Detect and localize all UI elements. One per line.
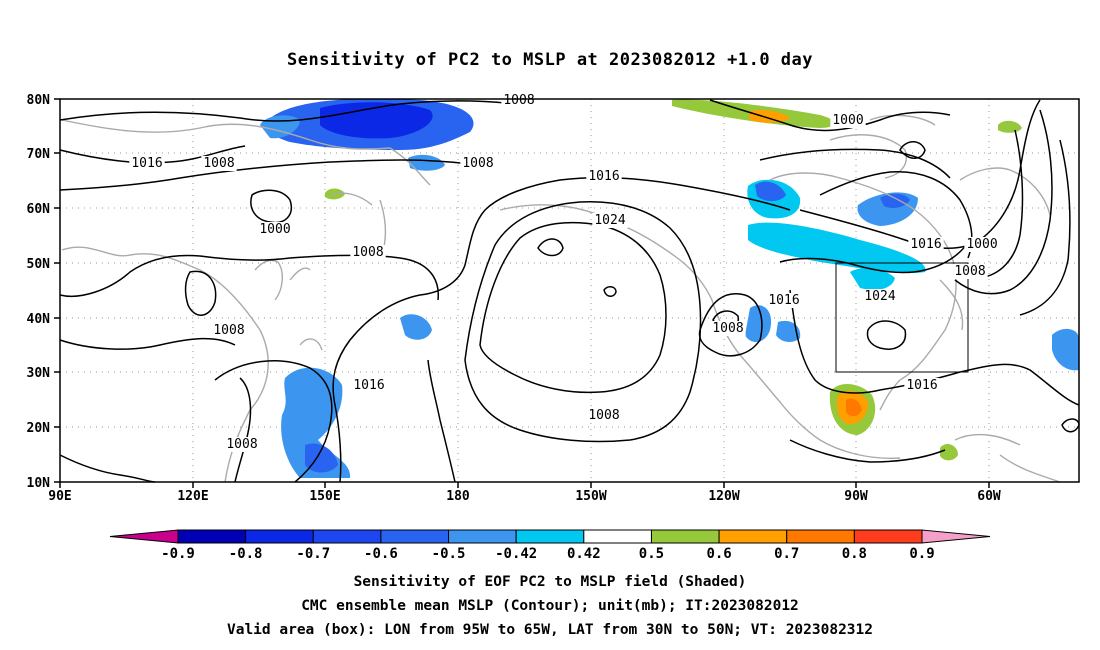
shade-negative-bering [408, 154, 445, 171]
shade-strong-negative-arctic [320, 102, 433, 139]
contour-label: 1008 [712, 321, 743, 336]
lat-label: 70N [27, 147, 51, 162]
colorbar-label: -0.9 [161, 546, 195, 562]
valid-area-box [835, 262, 969, 373]
lat-label: 80N [27, 93, 51, 108]
shade-negative-pacnw [745, 305, 772, 342]
shade-positive-greenland [998, 120, 1022, 133]
contour-label: 1016 [353, 378, 384, 393]
contour-label: 1008 [462, 156, 493, 171]
contour-label: 1024 [864, 289, 895, 304]
colorbar-segment [312, 529, 382, 544]
lat-label: 30N [27, 366, 51, 381]
colorbar-label: 0.7 [774, 546, 799, 562]
colorbar-segment [718, 529, 788, 544]
shade-negative-box [850, 268, 895, 290]
coastlines [61, 114, 1061, 483]
colorbar-end-right [921, 529, 991, 544]
caption-line-1: Sensitivity of EOF PC2 to MSLP field (Sh… [353, 574, 747, 590]
map-frame [59, 98, 1080, 483]
shade-negative-west-us [776, 320, 801, 342]
lon-label: 90E [48, 489, 71, 504]
colorbar-label: 0.9 [909, 546, 934, 562]
colorbar-segment [583, 529, 652, 544]
colorbar-label: -0.8 [229, 546, 263, 562]
contour-label: 1000 [259, 222, 290, 237]
colorbar-label: 0.5 [639, 546, 664, 562]
colorbar-segment [786, 529, 855, 544]
contour-label: 1000 [832, 113, 863, 128]
contour-label: 1008 [503, 93, 534, 108]
shade-negative-atlantic [1052, 328, 1079, 371]
colorbar-end-left [109, 529, 179, 544]
lon-label: 60W [977, 489, 1001, 504]
caption-line-2: CMC ensemble mean MSLP (Contour); unit(m… [301, 598, 799, 614]
shade-strong-negative-westpac [305, 443, 338, 473]
colorbar-segment [853, 529, 923, 544]
lat-label: 20N [27, 421, 51, 436]
lon-label: 150E [309, 489, 340, 504]
colorbar-label: 0.6 [706, 546, 731, 562]
lat-label: 40N [27, 312, 51, 327]
contour-label: 1016 [588, 169, 619, 184]
lon-label: 150W [575, 489, 606, 504]
colorbar-segment [650, 529, 720, 544]
contour-label: 1000 [966, 237, 997, 252]
colorbar-segment [448, 529, 517, 544]
contour-label: 1016 [131, 156, 162, 171]
colorbar-label: -0.42 [495, 546, 537, 562]
shade-negative-alaska-core [755, 181, 786, 202]
colorbar-label: -0.7 [296, 546, 330, 562]
shade-strong-negative-hudson [880, 193, 910, 208]
contour-label: 1008 [226, 437, 257, 452]
colorbar-segment [245, 529, 314, 544]
lon-label: 180 [446, 489, 470, 504]
plot-title: Sensitivity of PC2 to MSLP at 2023082012… [286, 50, 813, 70]
lat-label: 60N [27, 202, 51, 217]
lon-label: 90W [844, 489, 868, 504]
contour-label: 1008 [588, 408, 619, 423]
contour-label: 1008 [213, 323, 244, 338]
shade-strong-positive-arctic [748, 110, 790, 123]
colorbar-label: -0.5 [432, 546, 466, 562]
colorbar: -0.9 -0.8 -0.7 -0.6 -0.5 -0.42 0.42 0.5 0.6 0.7 0.… [109, 529, 991, 562]
shade-negative-central-pac [400, 314, 432, 340]
colorbar-segment [177, 529, 247, 544]
contour-label: 1008 [203, 156, 234, 171]
contour-label: 1008 [352, 245, 383, 260]
contour-label: 1016 [910, 237, 941, 252]
shade-negative-canada-band [748, 222, 926, 274]
sensitivity-shading [260, 98, 1079, 478]
contour-label: 1016 [768, 293, 799, 308]
caption-line-3: Valid area (box): LON from 95W to 65W, L… [226, 622, 873, 638]
lon-label: 120E [177, 489, 208, 504]
lon-label: 120W [708, 489, 739, 504]
colorbar-label: 0.8 [842, 546, 867, 562]
colorbar-segment [515, 529, 585, 544]
colorbar-label: 0.42 [567, 546, 601, 562]
contour-label: 1008 [954, 264, 985, 279]
contour-label: 1024 [594, 213, 625, 228]
isobar-contours [59, 99, 1080, 483]
shade-peak-positive-gulf [846, 398, 862, 417]
shade-positive-caribbean [940, 444, 958, 461]
contour-label: 1016 [906, 378, 937, 393]
colorbar-label: -0.6 [364, 546, 398, 562]
lat-label: 50N [27, 257, 51, 272]
lat-label: 10N [27, 476, 51, 491]
colorbar-segment [380, 529, 450, 544]
